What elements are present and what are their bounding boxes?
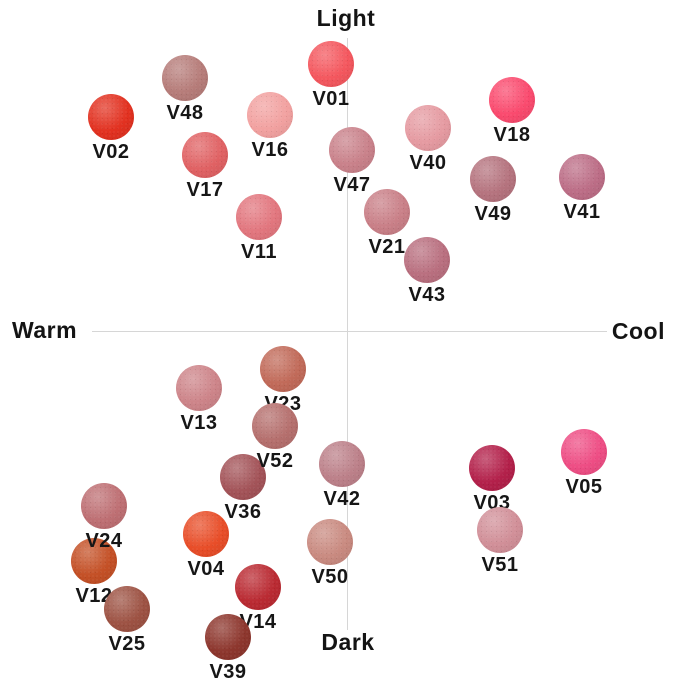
shade-color-dot [183,511,229,557]
shade-code-label: V49 [474,203,512,225]
shade-swatch-v42: V42 [319,441,365,510]
vertical-axis-line [347,38,348,630]
shade-color-dot [176,365,222,411]
shade-swatch-v52: V52 [252,403,298,472]
shade-code-label: V51 [481,554,519,576]
shade-swatch-v04: V04 [183,511,229,580]
shade-color-dot [307,519,353,565]
axis-label-light: Light [316,5,376,31]
shade-color-dot [88,94,134,140]
shade-code-label: V25 [108,633,146,655]
shade-code-label: V16 [251,139,289,161]
shade-color-dot [205,614,251,660]
shade-code-label: V12 [75,585,113,607]
shade-color-dot [405,105,451,151]
shade-code-label: V36 [224,501,262,523]
shade-code-label: V21 [368,236,406,258]
shade-code-label: V47 [333,174,371,196]
shade-color-dot [470,156,516,202]
shade-color-dot [489,77,535,123]
axis-label-cool: Cool [611,318,665,344]
shade-swatch-v51: V51 [477,507,523,576]
shade-swatch-v40: V40 [405,105,451,174]
shade-code-label: V11 [241,241,277,263]
shade-code-label: V24 [85,530,123,552]
shade-swatch-v50: V50 [307,519,353,588]
shade-code-label: V48 [166,102,204,124]
shade-swatch-v43: V43 [404,237,450,306]
shade-color-dot [236,194,282,240]
axis-label-warm: Warm [12,317,78,343]
shade-color-dot [162,55,208,101]
shade-color-dot [247,92,293,138]
shade-code-label: V04 [187,558,225,580]
shade-color-dot [260,346,306,392]
shade-color-dot [220,454,266,500]
shade-code-label: V52 [256,450,294,472]
shade-color-dot [364,189,410,235]
shade-code-label: V13 [180,412,218,434]
shade-code-label: V50 [311,566,349,588]
shade-code-label: V05 [565,476,603,498]
shade-color-dot [182,132,228,178]
shade-color-dot [235,564,281,610]
shade-swatch-v03: V03 [469,445,515,514]
shade-code-label: V41 [563,201,601,223]
shade-color-dot [404,237,450,283]
shade-color-dot [477,507,523,553]
shade-swatch-v01: V01 [308,41,354,110]
shade-swatch-v11: V11 [236,194,282,263]
shade-swatch-v13: V13 [176,365,222,434]
shade-color-dot [559,154,605,200]
shade-swatch-v24: V24 [81,483,127,552]
shade-swatch-v23: V23 [260,346,306,415]
shade-swatch-v16: V16 [247,92,293,161]
shade-color-dot [469,445,515,491]
shade-code-label: V02 [92,141,130,163]
shade-swatch-v48: V48 [162,55,208,124]
shade-swatch-v18: V18 [489,77,535,146]
shade-code-label: V01 [312,88,350,110]
shade-code-label: V18 [493,124,531,146]
shade-code-label: V17 [186,179,224,201]
shade-swatch-v02: V02 [88,94,134,163]
shade-color-dot [71,538,117,584]
shade-swatch-v36: V36 [220,454,266,523]
shade-color-dot [104,586,150,632]
shade-color-dot [252,403,298,449]
shade-swatch-v05: V05 [561,429,607,498]
shade-swatch-v49: V49 [470,156,516,225]
shade-code-label: V39 [209,661,247,679]
shade-code-label: V42 [323,488,361,510]
shade-swatch-v14: V14 [235,564,281,633]
shade-color-dot [561,429,607,475]
shade-swatch-v25: V25 [104,586,150,655]
horizontal-axis-line [92,331,607,332]
shade-code-label: V43 [408,284,446,306]
shade-swatch-v47: V47 [329,127,375,196]
shade-color-dot [81,483,127,529]
shade-color-dot [308,41,354,87]
shade-swatch-v39: V39 [205,614,251,679]
shade-swatch-v17: V17 [182,132,228,201]
shade-color-dot [329,127,375,173]
shade-swatch-v41: V41 [559,154,605,223]
axis-label-dark: Dark [321,629,375,655]
shade-swatch-v21: V21 [364,189,410,258]
shade-swatch-v12: V12 [71,538,117,607]
shade-code-label: V40 [409,152,447,174]
shade-color-dot [319,441,365,487]
